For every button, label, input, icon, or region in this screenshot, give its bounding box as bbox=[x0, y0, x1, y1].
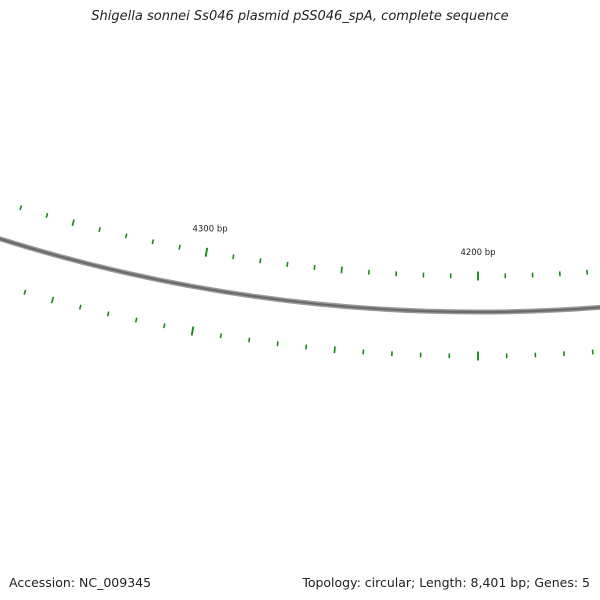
outer-tick bbox=[232, 254, 235, 260]
outer-tick bbox=[178, 244, 181, 250]
accession-label: Accession: NC_009345 bbox=[9, 575, 152, 590]
inner-tick bbox=[305, 344, 308, 350]
outer-tick bbox=[313, 264, 316, 270]
inner-tick bbox=[106, 311, 110, 317]
outer-tick bbox=[19, 205, 23, 211]
outer-tick bbox=[286, 261, 289, 267]
inner-tick bbox=[163, 323, 166, 329]
outer-tick bbox=[45, 212, 49, 218]
scale-label: 4300 bp bbox=[192, 225, 227, 235]
outer-tick bbox=[98, 227, 101, 233]
outer-tick bbox=[259, 258, 262, 264]
inner-tick-ring bbox=[23, 289, 594, 361]
outer-tick bbox=[340, 266, 343, 274]
outer-tick bbox=[204, 247, 209, 257]
inner-tick bbox=[248, 337, 251, 343]
inner-tick bbox=[23, 289, 27, 295]
map-title: Shigella sonnei Ss046 plasmid pSS046_spA… bbox=[91, 9, 509, 24]
inner-tick bbox=[333, 346, 336, 354]
scale-labels: 4700 bp4600 bp4500 bp4400 bp4300 bp4200 … bbox=[192, 225, 495, 258]
backbone-line bbox=[0, 237, 600, 314]
inner-tick bbox=[190, 326, 195, 336]
inner-tick bbox=[134, 317, 138, 323]
inner-tick bbox=[219, 333, 222, 339]
inner-tick bbox=[276, 341, 279, 347]
outer-tick-ring bbox=[19, 205, 589, 281]
outer-tick bbox=[151, 239, 155, 245]
sequence-summary: Topology: circular; Length: 8,401 bp; Ge… bbox=[302, 575, 590, 590]
outer-tick bbox=[124, 233, 128, 239]
scale-label: 4200 bp bbox=[460, 248, 495, 258]
plasmid-backbone bbox=[0, 236, 600, 315]
inner-tick bbox=[50, 296, 55, 304]
inner-tick bbox=[78, 304, 82, 310]
outer-tick bbox=[71, 219, 75, 227]
